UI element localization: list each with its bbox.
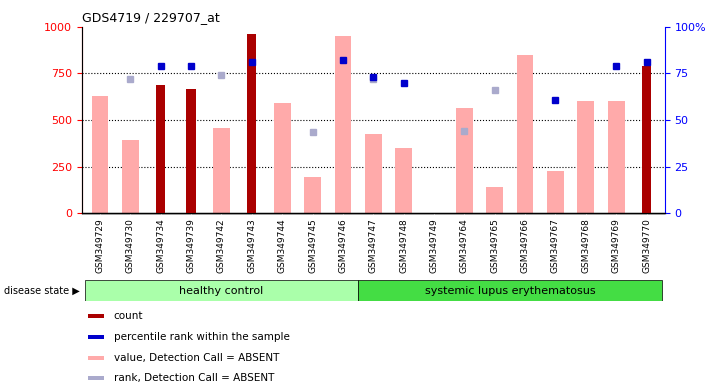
Text: GSM349766: GSM349766 [520,218,530,273]
Bar [577,101,594,213]
Bar [87,356,104,360]
Bar [156,84,166,213]
Text: percentile rank within the sample: percentile rank within the sample [114,332,289,342]
Text: GSM349744: GSM349744 [278,218,287,273]
Text: GSM349764: GSM349764 [460,218,469,273]
Bar [87,376,104,380]
Bar [517,55,533,213]
Bar [186,89,196,213]
Bar [87,314,104,318]
Text: healthy control: healthy control [179,286,264,296]
Text: count: count [114,311,144,321]
Text: GSM349739: GSM349739 [186,218,196,273]
Text: GSM349749: GSM349749 [429,218,439,273]
Text: disease state ▶: disease state ▶ [4,286,80,296]
Bar [304,177,321,213]
Text: rank, Detection Call = ABSENT: rank, Detection Call = ABSENT [114,373,274,383]
Bar [247,34,257,213]
Bar [547,171,564,213]
Bar [335,36,351,213]
Bar [395,148,412,213]
Text: GSM349747: GSM349747 [369,218,378,273]
Text: systemic lupus erythematosus: systemic lupus erythematosus [424,286,595,296]
Text: GSM349765: GSM349765 [491,218,499,273]
Text: GSM349769: GSM349769 [611,218,621,273]
Bar [87,335,104,339]
Bar [122,141,139,213]
Bar [358,280,662,301]
Text: GSM349734: GSM349734 [156,218,165,273]
Text: GSM349767: GSM349767 [551,218,560,273]
Text: GSM349742: GSM349742 [217,218,226,273]
Text: GSM349729: GSM349729 [95,218,105,273]
Text: GSM349730: GSM349730 [126,218,135,273]
Text: GSM349770: GSM349770 [642,218,651,273]
Text: GSM349743: GSM349743 [247,218,256,273]
Text: value, Detection Call = ABSENT: value, Detection Call = ABSENT [114,353,279,362]
Bar [92,96,108,213]
Bar [486,187,503,213]
Text: GSM349768: GSM349768 [582,218,590,273]
Bar [274,103,291,213]
Text: GSM349748: GSM349748 [399,218,408,273]
Text: GDS4719 / 229707_at: GDS4719 / 229707_at [82,11,220,24]
Bar [456,108,473,213]
Bar [608,101,624,213]
Bar [213,128,230,213]
Text: GSM349746: GSM349746 [338,218,348,273]
Bar [642,66,651,213]
Bar [85,280,358,301]
Text: GSM349745: GSM349745 [308,218,317,273]
Bar [365,134,382,213]
